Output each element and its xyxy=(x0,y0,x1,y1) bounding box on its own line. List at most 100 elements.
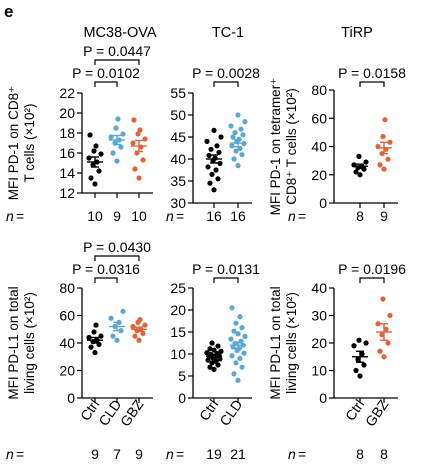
y-tick-label: 20 xyxy=(311,167,327,183)
data-point xyxy=(115,116,121,122)
data-point xyxy=(230,134,236,140)
data-point xyxy=(135,131,141,137)
n-equals: = xyxy=(176,446,184,462)
n-equals: = xyxy=(16,446,24,462)
data-point xyxy=(140,157,146,163)
data-point xyxy=(131,117,137,123)
y-tick-label: 22 xyxy=(59,85,75,101)
y-tick-label: 35 xyxy=(170,173,186,189)
data-point xyxy=(213,167,219,173)
significance-bracket xyxy=(213,81,239,87)
data-point xyxy=(132,166,138,172)
n-value: 9 xyxy=(113,208,121,224)
data-point xyxy=(239,364,245,370)
data-point xyxy=(385,340,391,346)
data-point xyxy=(239,325,245,331)
data-point xyxy=(113,125,119,131)
y-tick-label: 40 xyxy=(311,280,327,296)
data-point xyxy=(120,131,126,137)
data-point xyxy=(380,134,386,140)
y-tick-label: 0 xyxy=(67,390,75,406)
data-point xyxy=(213,358,219,365)
n-equals: = xyxy=(298,446,306,462)
p-value-label: P = 0.0102 xyxy=(72,65,140,81)
data-point xyxy=(232,130,238,136)
data-point xyxy=(217,160,223,166)
data-point xyxy=(118,144,124,150)
n-label: n xyxy=(6,208,14,224)
data-point xyxy=(215,176,221,182)
data-point xyxy=(231,328,237,334)
data-point xyxy=(237,314,243,320)
data-point xyxy=(88,175,94,181)
data-point xyxy=(87,132,93,138)
y-tick-label: 25 xyxy=(170,280,186,296)
data-point xyxy=(377,162,383,168)
n-value: 9 xyxy=(380,208,388,224)
data-point xyxy=(205,164,211,170)
n-label: n xyxy=(6,446,14,462)
y-tick-label: 50 xyxy=(170,107,186,123)
y-tick-label: 20 xyxy=(59,363,75,379)
data-point xyxy=(356,153,362,159)
data-point xyxy=(140,330,146,336)
data-point xyxy=(235,331,241,337)
data-point xyxy=(238,126,244,132)
plot-tc1-pd1: 30 35 40 45 50 55 P = 0.0028 n = 16 16 xyxy=(166,65,260,224)
p-value-label: P = 0.0447 xyxy=(83,43,151,59)
y-axis-label: T cells (×10²) xyxy=(22,104,37,183)
data-point xyxy=(204,138,210,144)
data-point xyxy=(137,127,143,133)
plot-mc38-pd1: 12 14 16 18 20 22 MFI PD-1 on CD8⁺ T cells (×10… xyxy=(6,43,153,224)
n-equals: = xyxy=(298,208,306,224)
data-point xyxy=(142,136,148,142)
column-title-mc38-ova: MC38-OVA xyxy=(83,25,156,41)
data-point xyxy=(209,340,215,346)
p-value-label: P = 0.0028 xyxy=(192,65,260,81)
y-tick-label: 45 xyxy=(170,129,186,145)
data-point xyxy=(229,353,235,359)
data-point xyxy=(233,320,239,326)
data-point xyxy=(209,360,215,366)
data-point xyxy=(242,333,248,339)
data-point xyxy=(239,152,245,158)
data-point xyxy=(205,357,211,363)
p-value-label: P = 0.0316 xyxy=(72,261,140,277)
data-point xyxy=(211,127,217,133)
y-tick-label: 30 xyxy=(311,308,327,324)
significance-bracket xyxy=(94,255,140,261)
y-tick-label: 40 xyxy=(170,151,186,167)
data-point xyxy=(142,322,148,328)
data-point xyxy=(229,305,235,311)
data-point xyxy=(380,296,386,302)
data-point xyxy=(381,354,387,360)
y-axis-label: living cells (×10²) xyxy=(284,292,299,394)
data-point xyxy=(375,321,381,327)
data-point xyxy=(98,333,104,339)
y-axis-label: living cells (×10²) xyxy=(22,292,37,394)
data-point xyxy=(91,148,97,154)
data-point xyxy=(211,347,217,353)
column-title-tirp: TiRP xyxy=(341,25,373,41)
n-value: 8 xyxy=(380,446,388,462)
y-tick-label: 14 xyxy=(59,165,75,181)
n-label: n xyxy=(288,208,296,224)
data-point xyxy=(229,143,235,149)
significance-bracket xyxy=(94,81,118,87)
data-point xyxy=(359,351,365,357)
data-point xyxy=(114,158,120,164)
plot-tirp-pd1: 0 20 40 60 80 MFI PD-1 on tetramer⁺ CD8⁺ T cel… xyxy=(268,65,406,224)
significance-bracket xyxy=(213,277,239,283)
data-point xyxy=(211,187,217,193)
data-point xyxy=(207,180,213,186)
data-point xyxy=(237,355,243,361)
data-point xyxy=(108,315,114,321)
data-point xyxy=(212,155,218,161)
data-point xyxy=(91,329,97,335)
p-value-label: P = 0.0131 xyxy=(192,261,260,277)
data-point xyxy=(211,366,217,372)
y-tick-label: 30 xyxy=(170,195,186,211)
data-point xyxy=(241,350,247,356)
y-tick-label: 20 xyxy=(59,105,75,121)
